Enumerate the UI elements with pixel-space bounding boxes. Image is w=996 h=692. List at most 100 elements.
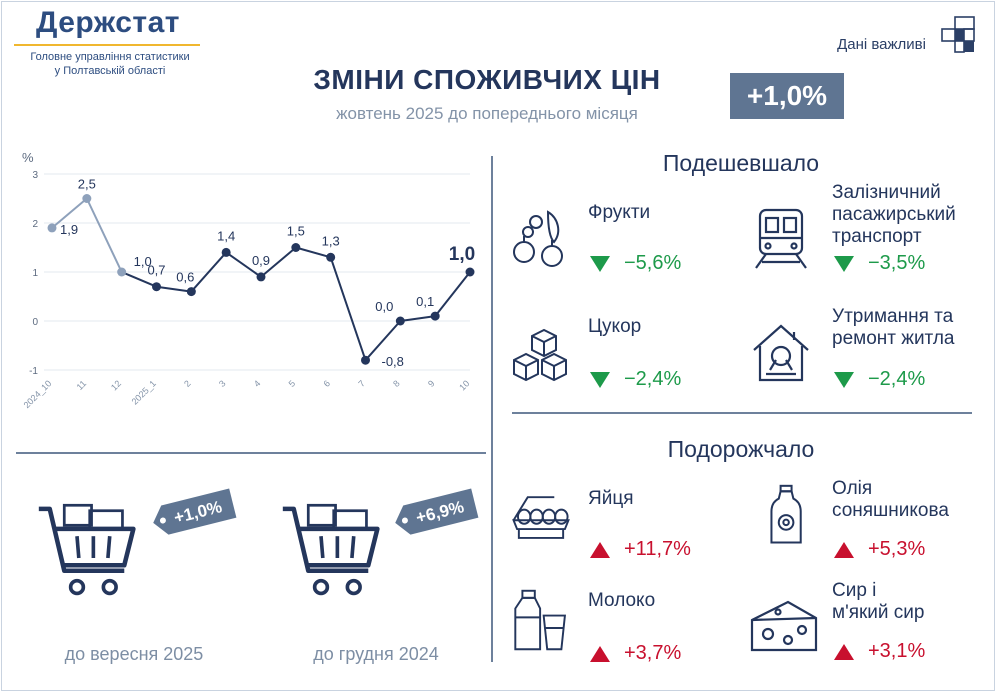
- down-triangle-icon: [834, 255, 854, 272]
- data-point: [361, 355, 370, 365]
- y-tick-label: 1: [32, 268, 38, 279]
- x-tick-label: 10: [457, 378, 471, 392]
- cheaper-heading: Подешевшало: [662, 150, 820, 176]
- data-point: [82, 194, 92, 203]
- pricier-value-4: +3,1%: [834, 640, 925, 663]
- cart-icon: [38, 503, 136, 596]
- up-triangle-icon: [834, 541, 854, 558]
- org-line-2: у Полтавській області: [54, 65, 166, 77]
- data-point: [465, 267, 475, 277]
- pricier-name-1: Яйця: [588, 488, 634, 509]
- cmp-label-1: до вересня 2025: [64, 644, 204, 664]
- center-divider: [491, 156, 493, 662]
- data-label: 2,5: [78, 177, 96, 192]
- data-point: [186, 287, 196, 297]
- pricier-value-2: +5,3%: [834, 538, 925, 561]
- data-label: 0,0: [375, 299, 393, 314]
- categories-divider: [512, 412, 972, 414]
- cheaper-name-2: Залізничний пасажирський транспорт: [832, 182, 956, 247]
- important-label: Дані важливі: [837, 36, 926, 53]
- series-segment: [156, 285, 192, 293]
- train-icon: [755, 208, 807, 269]
- x-tick-label: 3: [217, 378, 228, 389]
- down-triangle-icon: [590, 371, 610, 388]
- eggs-icon: [512, 496, 570, 539]
- milk-icon: [514, 589, 566, 651]
- series-segment: [225, 251, 262, 278]
- x-tick-label: 12: [109, 378, 123, 392]
- x-tick-label: 9: [426, 378, 437, 389]
- data-label: 1,0: [449, 244, 475, 265]
- chart-divider: [16, 452, 486, 454]
- down-triangle-icon: [834, 371, 854, 388]
- pricier-value-1: +11,7%: [590, 538, 691, 561]
- x-tick-label: 6: [321, 378, 332, 389]
- fruit-icon: [513, 210, 563, 267]
- pricier-name-3: Молоко: [588, 590, 656, 611]
- series-segment: [190, 251, 227, 293]
- headline-value-badge: +1,0%: [730, 73, 844, 119]
- data-point: [117, 267, 127, 277]
- x-tick-label: 8: [391, 378, 402, 389]
- up-triangle-icon: [590, 645, 610, 662]
- series-segment: [329, 256, 367, 361]
- cheaper-name-3: Цукор: [588, 316, 642, 337]
- data-label: 1,5: [287, 224, 305, 239]
- data-label: -0,8: [382, 354, 404, 369]
- important-data-icon: [941, 16, 975, 53]
- y-tick-label: -1: [29, 366, 38, 377]
- data-point: [430, 311, 440, 321]
- x-tick-label: 2024_10: [22, 378, 54, 410]
- house-repair-icon: [753, 324, 809, 382]
- data-point: [291, 243, 301, 252]
- series-segment: [364, 320, 402, 361]
- y-axis-label: %: [22, 150, 34, 165]
- data-label: 0,9: [252, 253, 270, 268]
- down-triangle-icon: [590, 255, 610, 272]
- series-segment: [85, 198, 123, 273]
- data-point: [47, 223, 57, 233]
- data-label: 0,7: [147, 263, 165, 278]
- y-tick-label: 0: [32, 317, 38, 328]
- data-point: [221, 247, 231, 257]
- cheaper-name-4: Утримання та ремонт житла: [832, 306, 955, 349]
- cheaper-value-4: −2,4%: [834, 368, 925, 391]
- series-segment: [51, 197, 88, 229]
- x-tick-label: 2: [182, 378, 193, 389]
- org-name: Головне управління статистики у Полтавсь…: [0, 50, 220, 78]
- logo: Держстат: [36, 6, 206, 40]
- data-point: [152, 282, 161, 292]
- page-subtitle: жовтень 2025 до попереднього місяця: [336, 104, 638, 123]
- data-point: [395, 316, 405, 326]
- page-title: ЗМІНИ СПОЖИВЧИХ ЦІН: [313, 64, 661, 95]
- data-label: 1,4: [217, 228, 235, 243]
- org-line-1: Головне управління статистики: [30, 51, 190, 63]
- series-segment: [295, 246, 331, 259]
- cmp-label-2: до грудня 2024: [313, 644, 439, 664]
- cheaper-name-1: Фрукти: [588, 202, 651, 223]
- series-segment: [260, 246, 297, 278]
- x-tick-label: 11: [75, 378, 89, 392]
- cheese-icon: [750, 600, 818, 652]
- pricier-name-2: Олія соняшникова: [832, 478, 949, 521]
- logo-wordmark: Держстат: [36, 6, 180, 39]
- price-tag-icon: +1,0%: [153, 488, 237, 535]
- up-triangle-icon: [834, 643, 854, 660]
- pricier-heading: Подорожчало: [667, 436, 815, 462]
- cheaper-value-1: −5,6%: [590, 252, 681, 275]
- logo-underline: [14, 44, 200, 46]
- x-tick-label: 5: [287, 378, 298, 389]
- y-tick-label: 2: [32, 219, 38, 230]
- series-segment: [434, 271, 471, 317]
- series-segment: [400, 315, 436, 322]
- data-label: 1,0: [134, 254, 152, 269]
- up-triangle-icon: [590, 541, 610, 558]
- data-label: 0,6: [176, 270, 194, 285]
- price-tag-icon: +6,9%: [395, 488, 479, 535]
- cheaper-value-2: −3,5%: [834, 252, 925, 275]
- data-label: 1,9: [60, 222, 78, 237]
- cheaper-value-3: −2,4%: [590, 368, 681, 391]
- data-label: 0,1: [416, 294, 434, 309]
- data-label: 1,3: [322, 233, 340, 248]
